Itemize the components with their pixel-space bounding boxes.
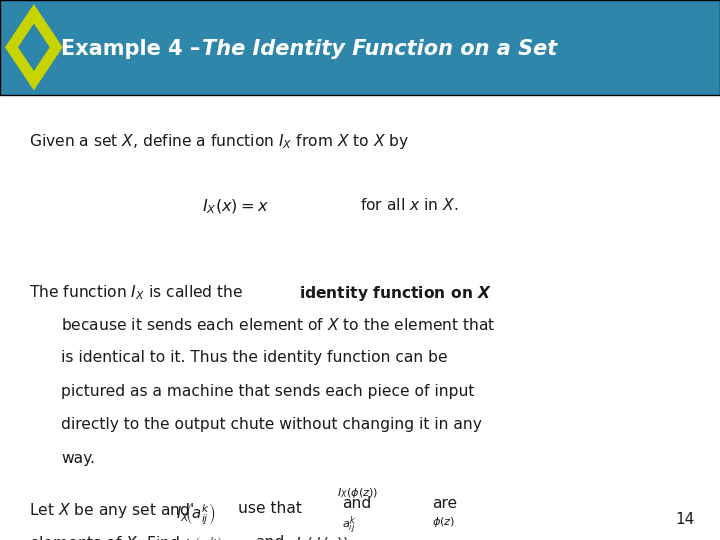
Text: is identical to it. Thus the identity function can be: is identical to it. Thus the identity fu… bbox=[61, 350, 448, 366]
Text: Example 4 –: Example 4 – bbox=[61, 39, 208, 59]
Text: The Identity Function on a Set: The Identity Function on a Set bbox=[202, 39, 557, 59]
Text: $I_X(x) = x$: $I_X(x) = x$ bbox=[202, 197, 269, 215]
Polygon shape bbox=[18, 23, 50, 71]
Text: pictured as a machine that sends each piece of input: pictured as a machine that sends each pi… bbox=[61, 384, 474, 399]
Text: elements of $X$. Find: elements of $X$. Find bbox=[29, 535, 179, 540]
Text: 14: 14 bbox=[675, 511, 695, 526]
Text: Given a set $X$, define a function $I_X$ from $X$ to $X$ by: Given a set $X$, define a function $I_X$… bbox=[29, 132, 409, 151]
Text: $\phi(z)$: $\phi(z)$ bbox=[432, 515, 455, 529]
Text: and: and bbox=[256, 535, 285, 540]
FancyBboxPatch shape bbox=[0, 0, 720, 94]
Text: $I_X(\phi(z))$: $I_X(\phi(z))$ bbox=[295, 535, 348, 540]
Text: directly to the output chute without changing it in any: directly to the output chute without cha… bbox=[61, 417, 482, 433]
Text: The function $I_X$ is called the: The function $I_X$ is called the bbox=[29, 284, 244, 302]
Text: identity function on $\boldsymbol{X}$: identity function on $\boldsymbol{X}$ bbox=[299, 284, 492, 302]
Text: because it sends each element of $X$ to the element that: because it sends each element of $X$ to … bbox=[61, 317, 496, 333]
Text: $I_X(\phi(z))$: $I_X(\phi(z))$ bbox=[337, 486, 378, 500]
Text: and: and bbox=[342, 496, 372, 511]
Text: $I_X\!\left(a_{ij}^k\right)$: $I_X\!\left(a_{ij}^k\right)$ bbox=[184, 535, 223, 540]
Text: $I_X\!\left(a_{ij}^k\right)$: $I_X\!\left(a_{ij}^k\right)$ bbox=[176, 501, 216, 527]
Text: for all $x$ in $X$.: for all $x$ in $X$. bbox=[360, 197, 459, 213]
Text: .: . bbox=[385, 535, 390, 540]
Text: are: are bbox=[432, 496, 457, 511]
Text: way.: way. bbox=[61, 451, 95, 466]
Text: use that: use that bbox=[238, 501, 302, 516]
Text: $a_{ij}^k$: $a_{ij}^k$ bbox=[342, 515, 356, 537]
Text: Let $X$ be any set and': Let $X$ be any set and' bbox=[29, 501, 194, 520]
Polygon shape bbox=[5, 4, 63, 90]
